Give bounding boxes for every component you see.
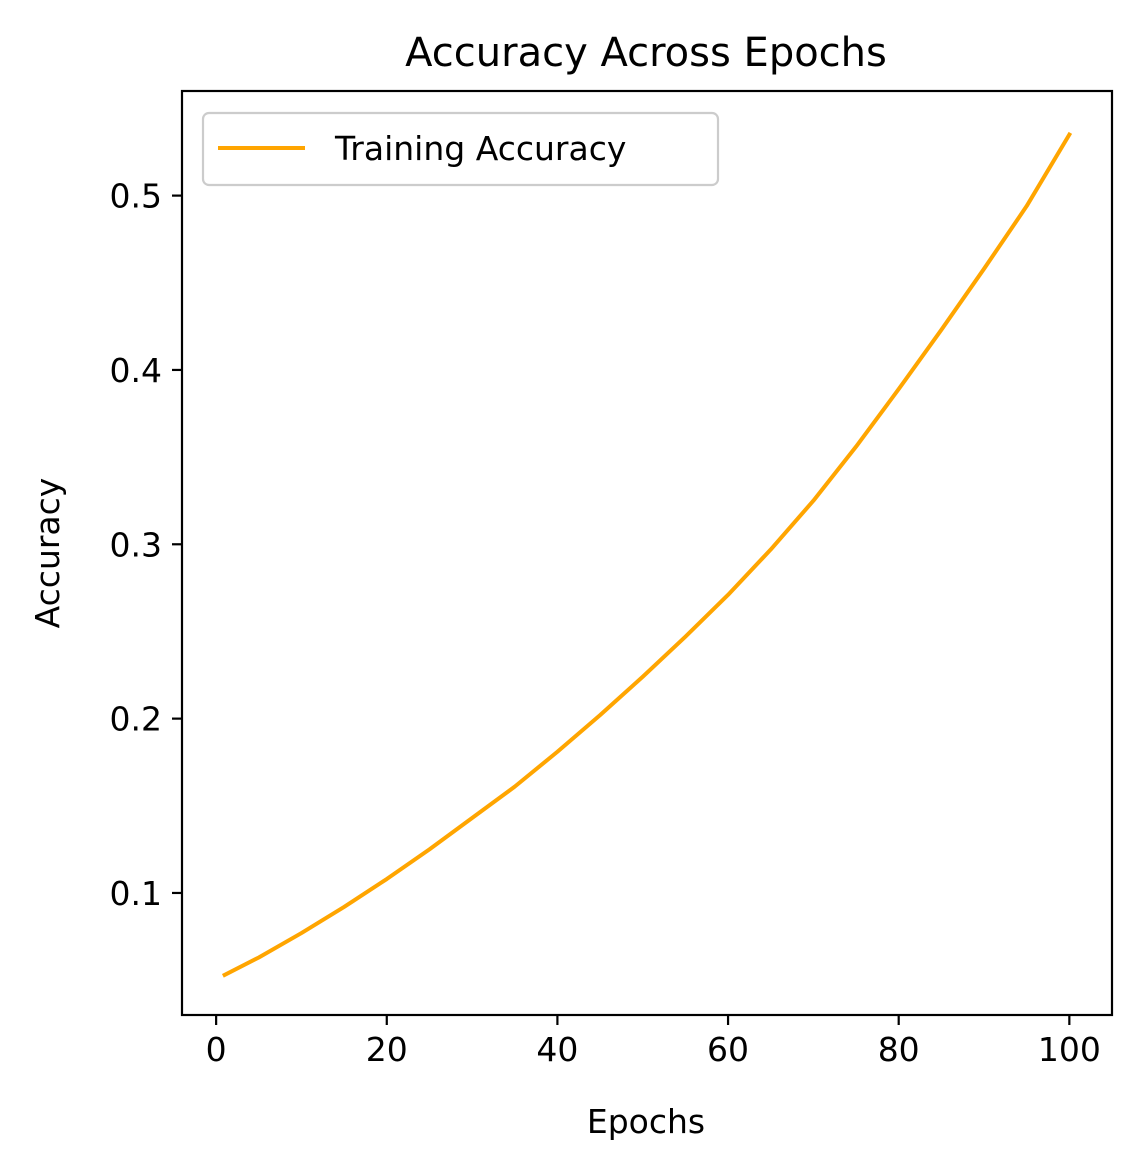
y-axis-title: Accuracy [28, 478, 67, 629]
series-line-training-accuracy [221, 131, 1073, 978]
y-axis-ticks: 0.1 0.2 0.3 0.4 0.5 [110, 177, 182, 913]
y-tick-label: 0.5 [110, 177, 162, 216]
legend-box [201, 111, 720, 187]
x-tick-label: 80 [878, 1030, 920, 1069]
y-tick-label: 0.3 [110, 525, 162, 564]
chart-title: Accuracy Across Epochs [405, 30, 887, 76]
plot-frame [180, 89, 1114, 1017]
legend: Training Accuracy [201, 111, 720, 187]
x-tick-label: 40 [536, 1030, 578, 1069]
x-tick-label: 100 [1038, 1030, 1101, 1069]
y-tick-label: 0.2 [110, 700, 162, 739]
x-tick-label: 60 [707, 1030, 749, 1069]
x-tick-label: 0 [206, 1030, 227, 1069]
y-tick-label: 0.1 [110, 874, 162, 913]
plot-data [221, 131, 1073, 978]
legend-label: Training Accuracy [334, 129, 626, 168]
y-tick-label: 0.4 [110, 351, 162, 390]
x-axis-ticks: 0 20 40 60 80 100 [206, 1015, 1101, 1069]
x-tick-label: 20 [366, 1030, 408, 1069]
x-axis-title: Epochs [587, 1102, 705, 1141]
